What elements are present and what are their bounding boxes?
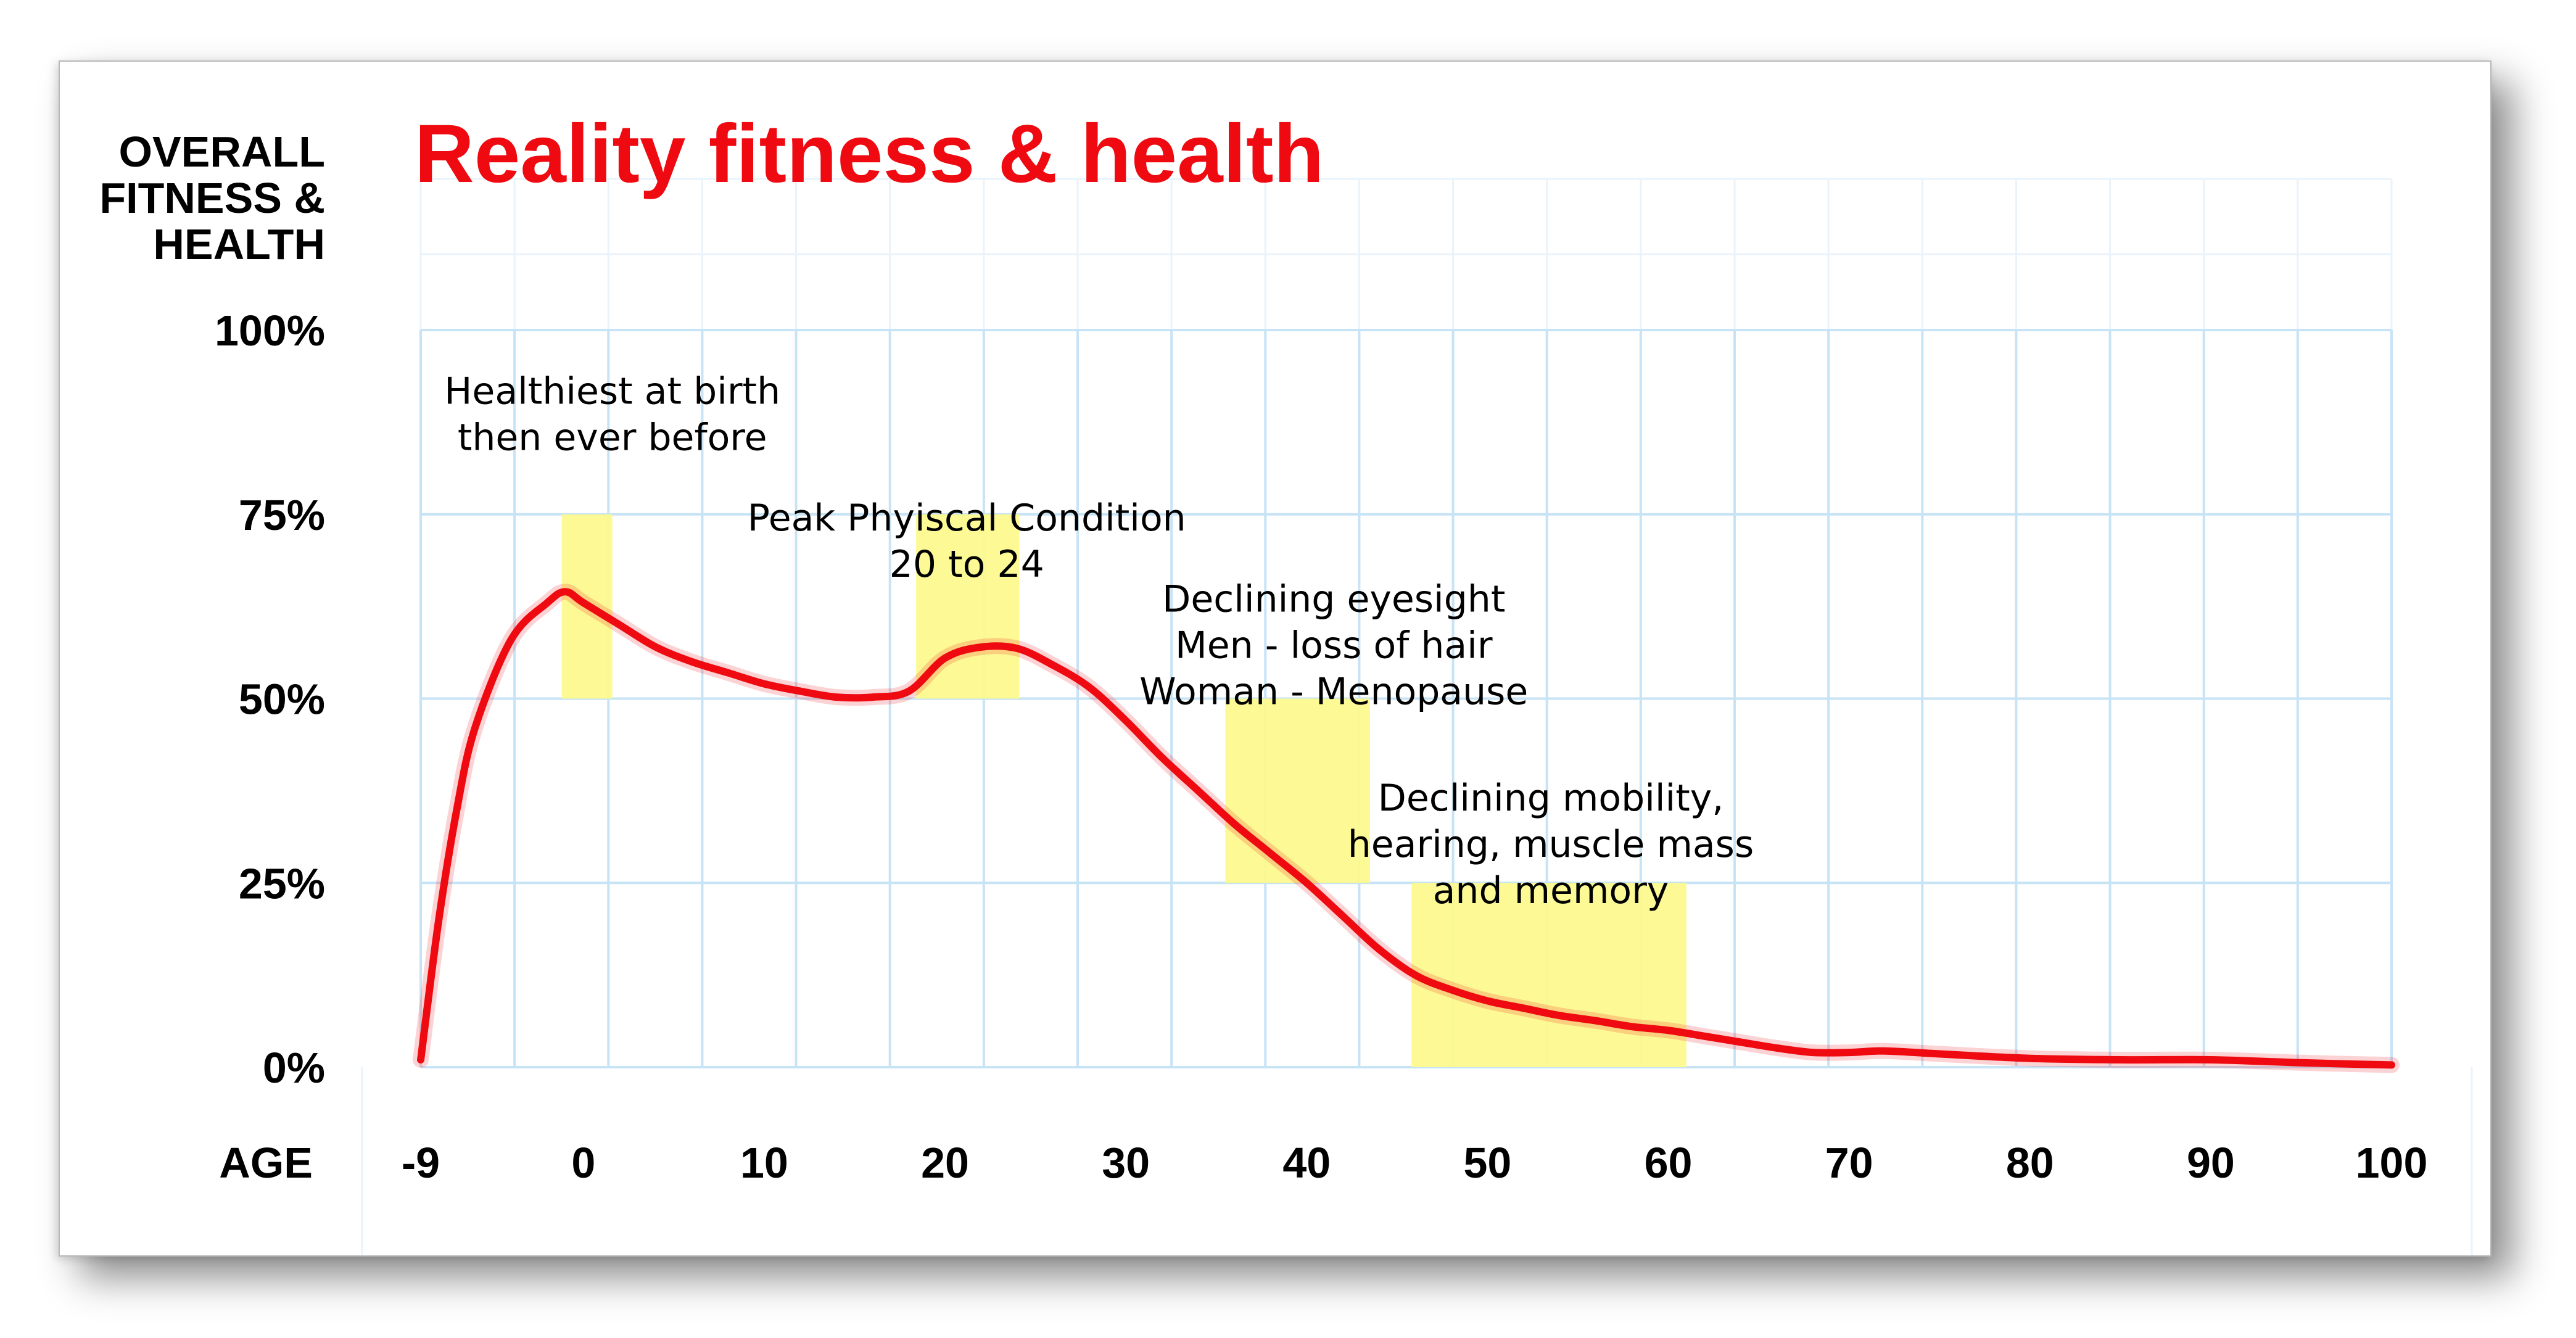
annotation-text: Men - loss of hair <box>1175 624 1493 667</box>
annotation-text: hearing, muscle mass <box>1348 823 1754 866</box>
axes-labels: Reality fitness & health OVERALL FITNESS… <box>99 108 1324 1187</box>
y-axis-title-line-3: HEALTH <box>153 220 325 268</box>
annotation-text: Woman - Menopause <box>1139 670 1528 713</box>
x-tick-label: 70 <box>1825 1139 1873 1187</box>
annotation-text: then ever before <box>458 416 767 460</box>
x-tick-label: 80 <box>2006 1139 2054 1187</box>
annotation-text: Healthiest at birth <box>444 370 780 413</box>
x-tick-label: 40 <box>1282 1139 1331 1187</box>
x-tick-label: 60 <box>1645 1139 1693 1187</box>
x-axis-title: AGE <box>219 1139 313 1187</box>
y-tick-label: 100% <box>215 307 325 355</box>
x-tick-label: 100 <box>2356 1139 2428 1187</box>
annotation-text: Declining mobility, <box>1378 777 1724 820</box>
x-tick-label: 50 <box>1463 1139 1511 1187</box>
x-tick-label: 20 <box>921 1139 969 1187</box>
background-grid <box>361 178 2473 1255</box>
x-tick-label: 0 <box>571 1139 595 1187</box>
chart-title: Reality fitness & health <box>415 108 1324 200</box>
x-tick-label: 90 <box>2187 1139 2235 1187</box>
series-layer <box>413 584 2400 1073</box>
x-tick-label: -9 <box>402 1139 440 1187</box>
y-tick-label: 50% <box>239 675 325 724</box>
chart-frame: Healthiest at birth then ever before Peak … <box>59 60 2491 1257</box>
tick-labels: 0% 25% 50% 75% 100% -9 0 10 20 30 40 50 60 70 80 90 100 <box>215 307 2427 1187</box>
y-axis-title-line-2: FITNESS & <box>99 174 325 222</box>
annotation-text: Declining eyesight <box>1162 577 1505 621</box>
annotation-text: Peak Phyiscal Condition <box>748 497 1186 540</box>
highlight-boxes <box>561 514 1686 1067</box>
highlight-box <box>1411 883 1686 1067</box>
y-tick-label: 25% <box>239 859 325 907</box>
y-axis-title-line-1: OVERALL <box>119 128 325 176</box>
annotation-text: 20 to 24 <box>890 543 1044 586</box>
x-tick-label: 10 <box>740 1139 788 1187</box>
series-line <box>417 588 2395 1069</box>
y-tick-label: 0% <box>263 1044 325 1092</box>
highlight-box <box>1225 698 1370 883</box>
x-tick-label: 30 <box>1102 1139 1150 1187</box>
annotation-text: and memory <box>1433 869 1669 912</box>
y-tick-label: 75% <box>239 491 325 539</box>
